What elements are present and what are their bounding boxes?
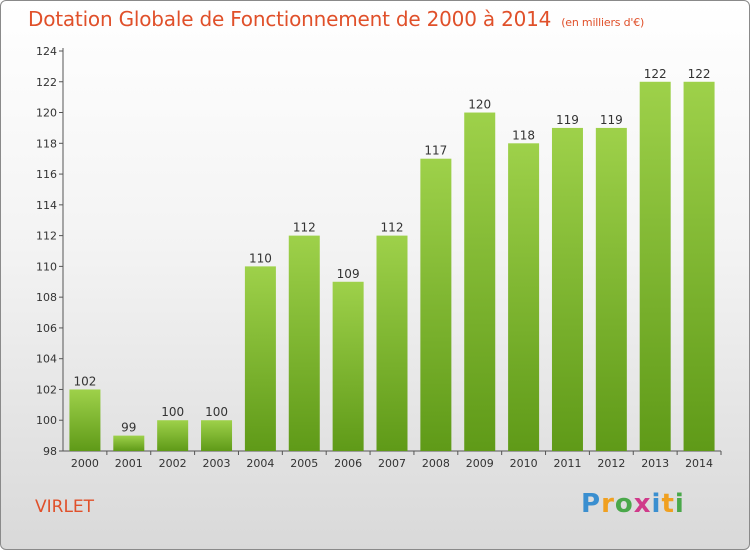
data-label: 100 — [205, 405, 228, 419]
x-tick-label: 2005 — [290, 457, 318, 470]
bar — [376, 235, 408, 451]
y-tick-label: 110 — [36, 260, 57, 273]
commune-name: VIRLET — [35, 497, 95, 517]
chart-title: Dotation Globale de Fonctionnement de 20… — [28, 7, 645, 31]
data-label: 112 — [381, 221, 404, 235]
data-label: 122 — [688, 67, 711, 81]
bar — [244, 266, 276, 451]
y-tick-label: 100 — [36, 414, 57, 427]
y-tick-label: 106 — [36, 322, 57, 335]
bar — [508, 143, 540, 452]
x-tick-label: 2009 — [466, 457, 494, 470]
x-tick-label: 2003 — [203, 457, 231, 470]
y-tick-label: 116 — [36, 168, 57, 181]
data-label: 102 — [73, 374, 96, 388]
y-tick-label: 114 — [36, 199, 57, 212]
proxiti-logo: Proxiti — [581, 489, 685, 519]
x-tick-label: 2010 — [510, 457, 538, 470]
x-tick-label: 2014 — [685, 457, 713, 470]
bars — [69, 81, 715, 452]
bar — [69, 389, 101, 451]
bar — [683, 81, 715, 452]
data-label: 120 — [468, 98, 491, 112]
x-tick-label: 2013 — [641, 457, 669, 470]
x-tick-label: 2007 — [378, 457, 406, 470]
x-tick-label: 2011 — [553, 457, 581, 470]
chart-subtitle: (en milliers d'€) — [561, 16, 645, 29]
x-tick-label: 2000 — [71, 457, 99, 470]
bar — [551, 127, 583, 451]
bar — [157, 420, 189, 451]
x-tick-label: 2008 — [422, 457, 450, 470]
y-tick-label: 120 — [36, 107, 57, 120]
bar — [201, 420, 233, 451]
y-tick-label: 112 — [36, 230, 57, 243]
data-label: 99 — [121, 421, 136, 435]
bar — [464, 112, 496, 452]
data-label: 110 — [249, 251, 272, 265]
data-labels: 102 99 100 100 110 112 109 112 117 120 118 119 119 12… — [73, 67, 710, 435]
data-label: 100 — [161, 405, 184, 419]
y-tick-label: 98 — [43, 445, 57, 458]
data-label: 117 — [424, 144, 447, 158]
bar — [639, 81, 671, 452]
data-label: 119 — [600, 113, 623, 127]
bar — [332, 281, 364, 451]
x-tick-label: 2004 — [246, 457, 274, 470]
x-tick-label: 2012 — [597, 457, 625, 470]
data-label: 112 — [293, 221, 316, 235]
bar — [595, 127, 627, 451]
axes: 98 100 102 104 106 108 110 112 114 116 118 120 122 12… — [36, 45, 722, 470]
x-tick-label: 2001 — [115, 457, 143, 470]
bar — [420, 158, 452, 451]
y-tick-label: 118 — [36, 137, 57, 150]
x-tick-label: 2002 — [159, 457, 187, 470]
y-tick-label: 102 — [36, 383, 57, 396]
bar — [113, 435, 145, 451]
y-tick-label: 124 — [36, 45, 57, 58]
y-tick-label: 122 — [36, 76, 57, 89]
x-tick-label: 2006 — [334, 457, 362, 470]
y-tick-label: 104 — [36, 353, 57, 366]
bar — [288, 235, 320, 451]
data-label: 118 — [512, 128, 535, 142]
y-tick-label: 108 — [36, 291, 57, 304]
data-label: 119 — [556, 113, 579, 127]
data-label: 122 — [644, 67, 667, 81]
data-label: 109 — [337, 267, 360, 281]
